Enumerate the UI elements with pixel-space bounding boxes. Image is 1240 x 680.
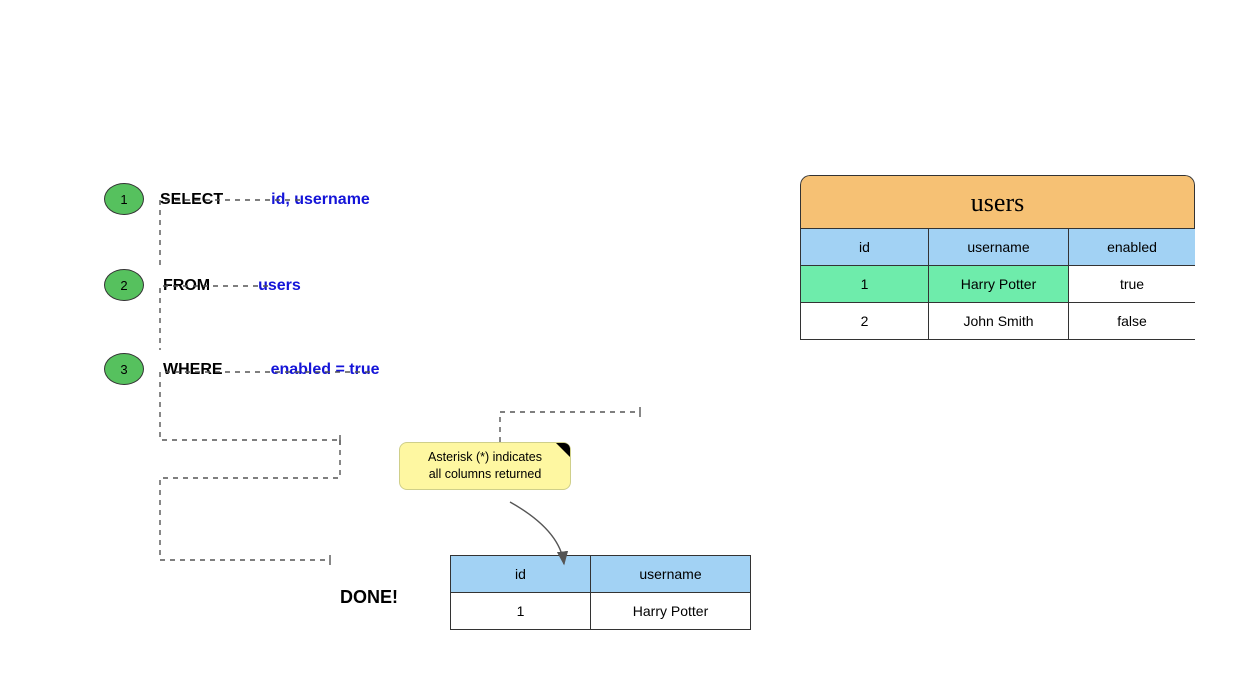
step-text-1: SELECT id, username	[160, 190, 370, 209]
result-table: idusername1Harry Potter	[450, 555, 751, 630]
note-line-1: Asterisk (*) indicates	[410, 449, 560, 466]
table-cell: true	[1069, 266, 1196, 303]
table-cell: 1	[451, 593, 591, 630]
step-badge-2: 2	[104, 269, 144, 301]
step-text-2: FROM users	[163, 276, 301, 295]
sql-highlight: id, username	[271, 191, 370, 208]
sticky-note: Asterisk (*) indicatesall columns return…	[399, 442, 571, 490]
column-header: id	[801, 229, 929, 266]
table-cell: 1	[801, 266, 929, 303]
done-label: DONE!	[340, 587, 398, 608]
step-badge-number: 2	[120, 278, 127, 293]
table-cell: Harry Potter	[591, 593, 751, 630]
sql-keyword: SELECT	[160, 191, 223, 208]
table-cell: false	[1069, 303, 1196, 340]
table-row: 1Harry Potter	[451, 593, 751, 630]
result-table-wrap: idusername1Harry Potter	[450, 555, 750, 630]
table-row: 1Harry Pottertrue	[801, 266, 1196, 303]
table-row: 2John Smithfalse	[801, 303, 1196, 340]
step-badge-number: 3	[120, 362, 127, 377]
note-line-2: all columns returned	[410, 466, 560, 483]
column-header: username	[929, 229, 1069, 266]
table-cell: John Smith	[929, 303, 1069, 340]
step-badge-number: 1	[120, 192, 127, 207]
sql-highlight: users	[258, 277, 301, 294]
table-cell: Harry Potter	[929, 266, 1069, 303]
table-cell: 2	[801, 303, 929, 340]
sql-highlight: enabled = true	[271, 361, 380, 378]
users-table: idusernameenabled1Harry Pottertrue2John …	[800, 228, 1195, 340]
step-text-3: WHERE enabled = true	[163, 360, 379, 379]
sql-keyword: WHERE	[163, 361, 223, 378]
column-header: id	[451, 556, 591, 593]
step-badge-3: 3	[104, 353, 144, 385]
users-table-card: usersidusernameenabled1Harry Pottertrue2…	[800, 175, 1195, 340]
sql-keyword: FROM	[163, 277, 210, 294]
step-badge-1: 1	[104, 183, 144, 215]
column-header: enabled	[1069, 229, 1196, 266]
column-header: username	[591, 556, 751, 593]
users-table-title: users	[800, 175, 1195, 228]
